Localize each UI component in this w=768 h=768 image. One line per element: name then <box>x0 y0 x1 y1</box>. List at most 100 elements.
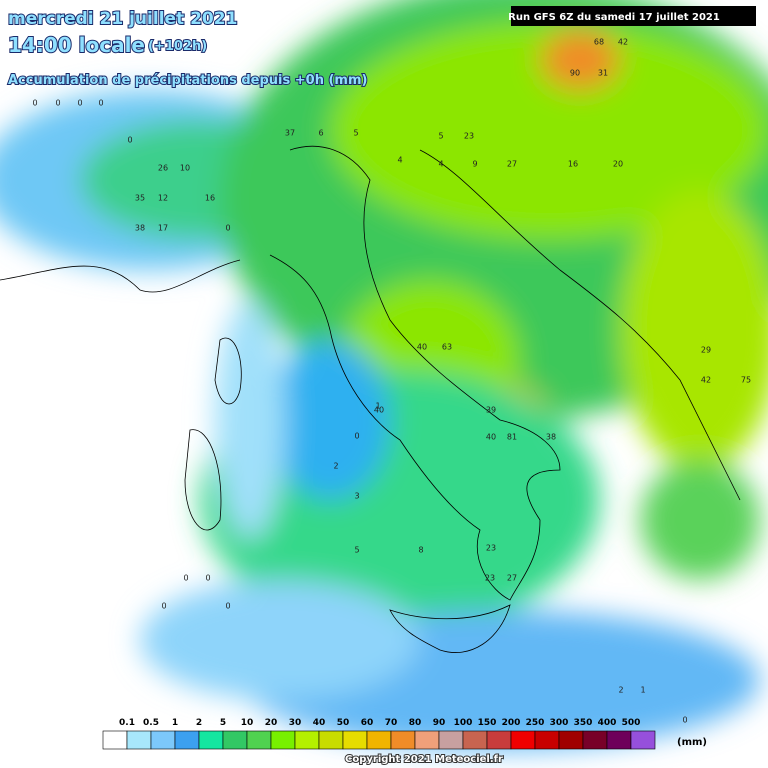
point-value: 0 <box>354 432 359 441</box>
point-value: 0 <box>77 99 82 108</box>
point-value: 42 <box>618 38 628 47</box>
legend-swatch <box>414 730 440 750</box>
point-value: 42 <box>701 376 711 385</box>
legend-swatch <box>222 730 248 750</box>
legend-label: 150 <box>478 718 497 728</box>
legend-swatch <box>198 730 224 750</box>
legend-swatch <box>462 730 488 750</box>
legend-label: 2 <box>196 718 202 728</box>
point-value: 68 <box>594 38 604 47</box>
legend-label: 0.5 <box>143 718 159 728</box>
date-title: mercredi 21 juillet 2021 <box>8 9 237 29</box>
legend-swatch <box>630 730 656 750</box>
point-value: 8 <box>418 546 423 555</box>
point-value: 2 <box>618 686 623 695</box>
point-value: 63 <box>442 343 452 352</box>
point-value: 10 <box>180 164 190 173</box>
point-value: 0 <box>225 224 230 233</box>
legend-label: 0.1 <box>119 718 135 728</box>
legend-swatch <box>366 730 392 750</box>
point-value: 35 <box>135 194 145 203</box>
point-value: 17 <box>158 224 168 233</box>
point-value: 90 <box>570 69 580 78</box>
legend-label: 30 <box>289 718 302 728</box>
point-value: 9 <box>472 160 477 169</box>
legend-label: 350 <box>574 718 593 728</box>
point-value: 2 <box>333 462 338 471</box>
point-value: 20 <box>613 160 623 169</box>
legend-label: 100 <box>454 718 473 728</box>
legend-label: 90 <box>433 718 446 728</box>
point-value: 5 <box>438 132 443 141</box>
legend-swatch <box>486 730 512 750</box>
legend-swatch <box>150 730 176 750</box>
point-value: 38 <box>546 433 556 442</box>
point-value: 16 <box>205 194 215 203</box>
legend-swatch <box>102 730 128 750</box>
legend-swatch <box>294 730 320 750</box>
legend-label: 5 <box>220 718 226 728</box>
legend-label: 40 <box>313 718 326 728</box>
point-value: 5 <box>353 129 358 138</box>
point-value: 0 <box>183 574 188 583</box>
point-value: 0 <box>127 136 132 145</box>
point-value: 40 <box>374 406 384 415</box>
point-value: 37 <box>285 129 295 138</box>
legend-swatch <box>558 730 584 750</box>
point-value: 40 <box>486 433 496 442</box>
point-value: 75 <box>741 376 751 385</box>
subtitle: Accumulation de précipitations depuis +0… <box>8 73 367 88</box>
point-value: 5 <box>354 546 359 555</box>
point-value: 4 <box>438 160 443 169</box>
point-value: 12 <box>158 194 168 203</box>
legend-label: 70 <box>385 718 398 728</box>
point-value: 0 <box>32 99 37 108</box>
lead-time: (+102h) <box>148 39 207 54</box>
legend-swatch <box>606 730 632 750</box>
legend-label: 400 <box>598 718 617 728</box>
legend-swatch <box>390 730 416 750</box>
point-value: 81 <box>507 433 517 442</box>
legend-label: 50 <box>337 718 350 728</box>
point-value: 27 <box>507 574 517 583</box>
point-value: 6 <box>318 129 323 138</box>
legend-swatch <box>174 730 200 750</box>
legend-unit: (mm) <box>677 737 707 748</box>
legend-label: 200 <box>502 718 521 728</box>
point-value: 3 <box>354 492 359 501</box>
point-value: 1 <box>640 686 645 695</box>
legend-swatch <box>582 730 608 750</box>
point-value: 26 <box>158 164 168 173</box>
point-value: 29 <box>701 346 711 355</box>
legend-label: 250 <box>526 718 545 728</box>
legend-label: 500 <box>622 718 641 728</box>
legend: 0.1 0.5 1 2 5 10 20 30 40 50 60 70 80 90 100 150 200 250 3… <box>102 718 656 750</box>
point-value: 27 <box>507 160 517 169</box>
run-info: Run GFS 6Z du samedi 17 juillet 2021 <box>508 12 720 23</box>
point-value: 0 <box>205 574 210 583</box>
legend-swatch <box>534 730 560 750</box>
precipitation-field <box>0 0 768 750</box>
legend-label: 60 <box>361 718 374 728</box>
point-value: 23 <box>486 544 496 553</box>
legend-swatch <box>342 730 368 750</box>
point-value: 31 <box>598 69 608 78</box>
legend-label: 80 <box>409 718 422 728</box>
point-value: 0 <box>55 99 60 108</box>
run-info-box <box>511 6 756 26</box>
point-value: 1 <box>375 402 380 411</box>
legend-label: 10 <box>241 718 254 728</box>
point-value: 16 <box>568 160 578 169</box>
legend-swatch <box>510 730 536 750</box>
legend-swatch <box>438 730 464 750</box>
point-value: 4 <box>397 156 402 165</box>
coastlines <box>0 145 741 653</box>
point-value: 0 <box>225 602 230 611</box>
legend-swatch <box>126 730 152 750</box>
point-value: 0 <box>682 716 687 725</box>
point-value: 38 <box>135 224 145 233</box>
copyright: Copyright 2021 Meteociel.fr <box>345 754 503 765</box>
